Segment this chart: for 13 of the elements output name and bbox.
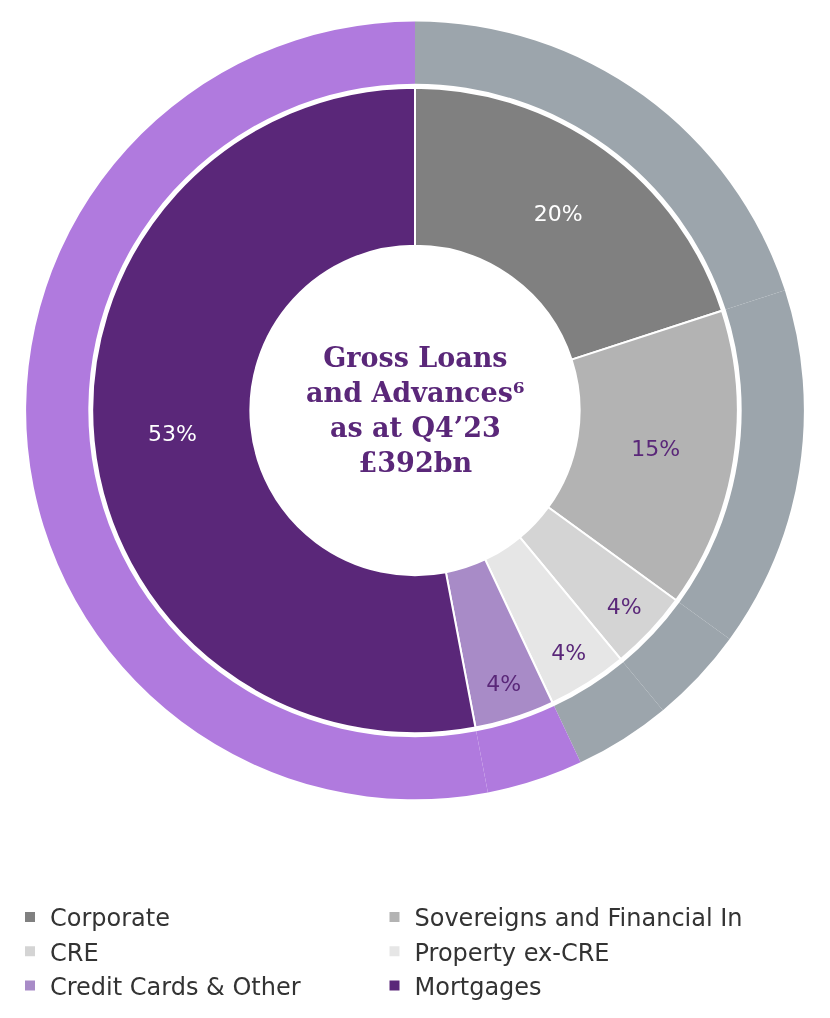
data-label: 4% bbox=[606, 594, 642, 620]
data-label: 4% bbox=[486, 670, 522, 696]
text: Gross Loans and Advances⁶ as at Q4’23 £392bn bbox=[306, 342, 525, 479]
data-label: 53% bbox=[147, 420, 197, 446]
data-label: 4% bbox=[551, 640, 587, 666]
legend-label: Mortgages bbox=[414, 972, 542, 1001]
legend-label: Corporate bbox=[50, 904, 170, 933]
data-label: 15% bbox=[631, 436, 681, 462]
legend-label: Sovereigns and Financial In bbox=[414, 904, 743, 933]
legend-label: Credit Cards & Other bbox=[50, 972, 301, 1001]
data-label: 20% bbox=[533, 200, 583, 226]
legend-label: Property ex-CRE bbox=[414, 938, 610, 967]
legend-label: CRE bbox=[50, 938, 99, 967]
